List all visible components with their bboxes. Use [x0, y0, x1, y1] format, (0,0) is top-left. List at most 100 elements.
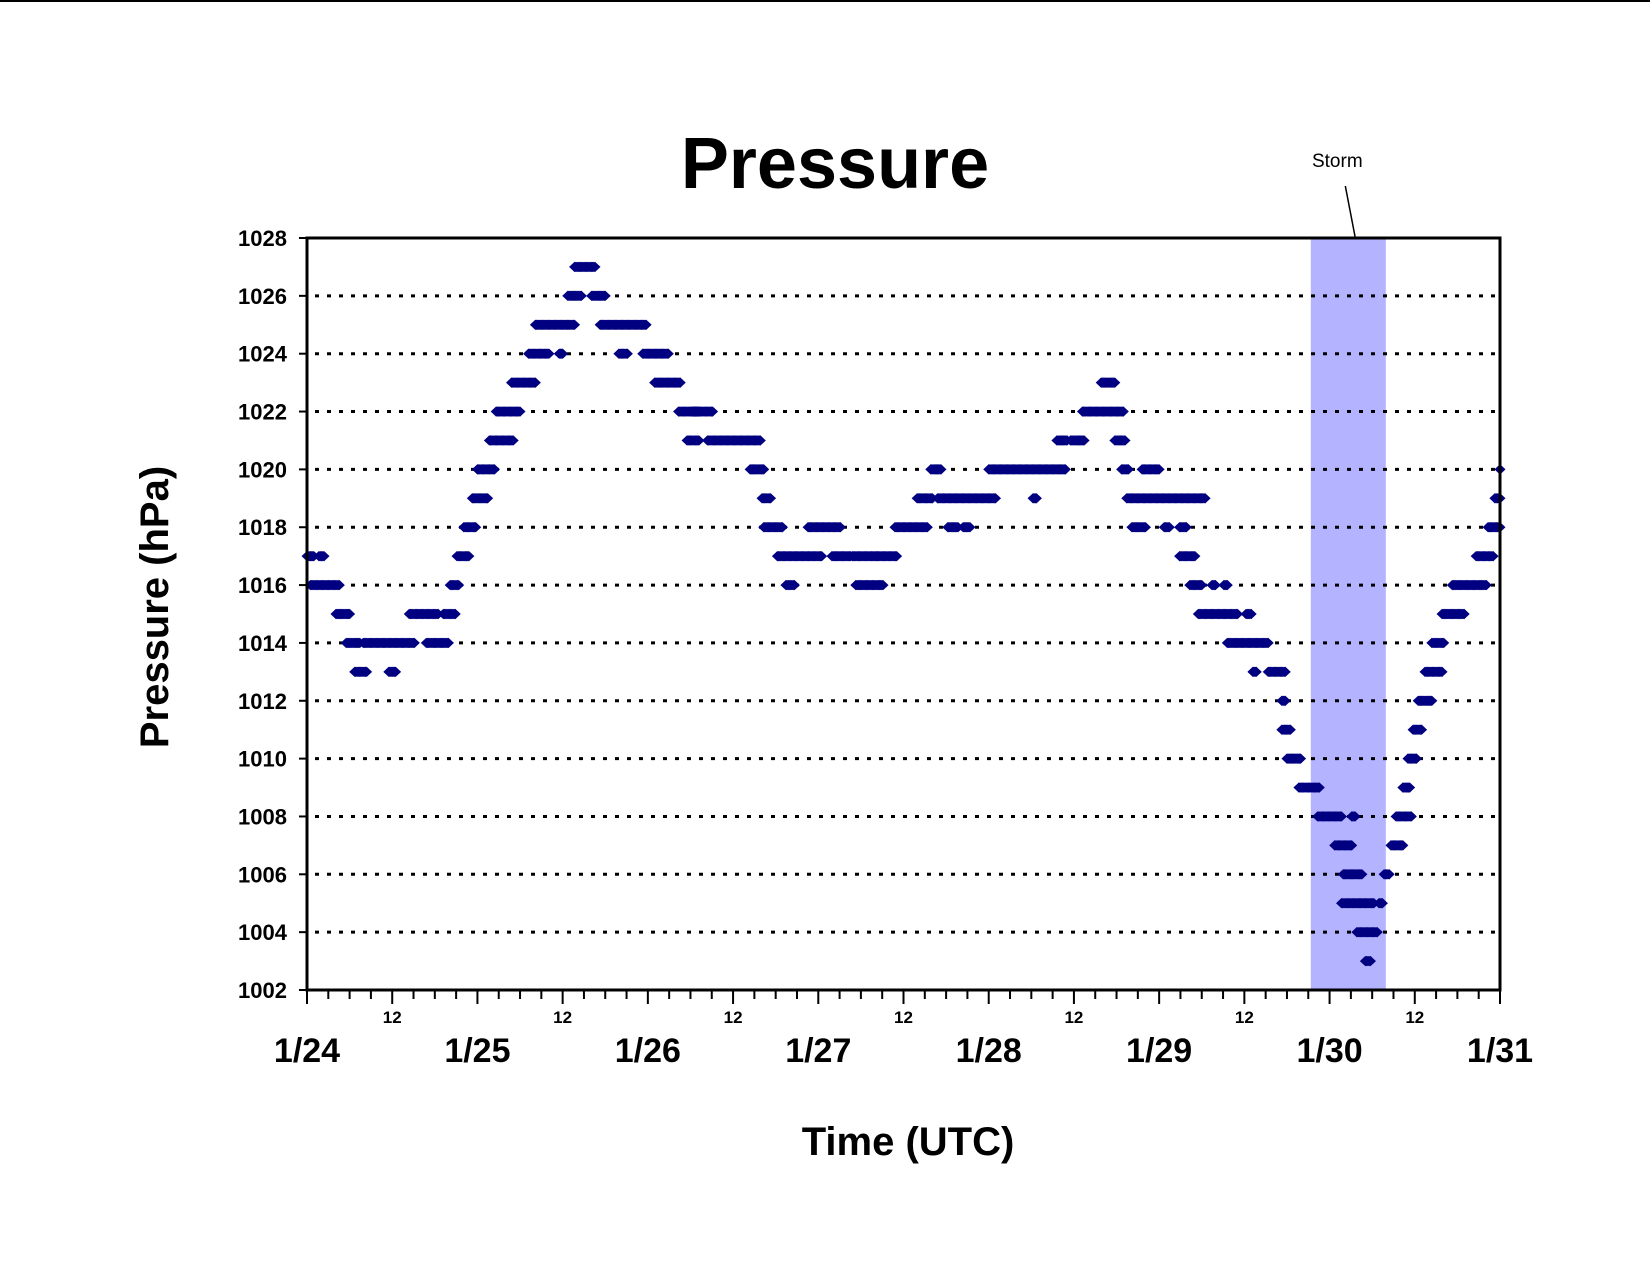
data-point	[589, 261, 601, 273]
x-noon-label: 12	[1405, 1008, 1424, 1027]
data-point	[543, 348, 555, 359]
x-day-label-1-24: 1/24	[274, 1032, 340, 1070]
data-point	[1117, 406, 1129, 417]
data-point	[361, 666, 373, 678]
x-noon-label: 12	[1235, 1008, 1254, 1027]
data-point	[1349, 811, 1361, 822]
data-point	[1284, 724, 1296, 735]
data-point	[758, 464, 770, 475]
data-point	[816, 550, 828, 562]
data-point	[1397, 840, 1409, 851]
data-point	[507, 435, 519, 446]
data-point	[891, 550, 903, 562]
data-point	[1153, 464, 1165, 475]
data-point	[693, 435, 705, 446]
data-point	[1436, 666, 1448, 678]
y-tick-label-1028: 1028	[238, 226, 287, 251]
y-tick-label-1016: 1016	[238, 573, 287, 598]
y-tick-label-1006: 1006	[238, 862, 287, 887]
data-point	[575, 290, 587, 302]
data-point	[408, 637, 420, 649]
data-point	[990, 493, 1002, 504]
x-noon-label: 12	[724, 1008, 743, 1027]
data-point	[1405, 811, 1417, 822]
data-point	[1030, 493, 1042, 504]
data-point	[1458, 608, 1470, 620]
x-day-label-1-25: 1/25	[444, 1032, 510, 1070]
data-point	[599, 290, 611, 302]
plot-frame	[305, 236, 1502, 992]
data-point	[1163, 522, 1175, 533]
y-tick-label-1010: 1010	[238, 747, 287, 772]
x-noon-label: 12	[553, 1008, 572, 1027]
data-point	[1078, 435, 1090, 446]
data-point	[1356, 869, 1368, 880]
x-day-label-1-27: 1/27	[785, 1032, 851, 1070]
data-point	[344, 608, 356, 620]
data-point	[1313, 782, 1325, 793]
data-point	[1487, 550, 1499, 562]
data-point	[776, 522, 788, 533]
y-tick-label-1002: 1002	[238, 978, 287, 1003]
data-point	[1180, 522, 1192, 533]
data-markers	[301, 261, 1506, 967]
y-tick-label-1008: 1008	[238, 804, 287, 829]
y-tick-label-1012: 1012	[238, 689, 287, 714]
data-point	[964, 522, 976, 533]
data-point	[1371, 926, 1383, 938]
data-point	[674, 377, 686, 388]
y-tick-label-1024: 1024	[238, 342, 288, 367]
data-point	[1232, 608, 1244, 620]
y-tick-label-1004: 1004	[238, 920, 288, 945]
y-tick-label-1026: 1026	[238, 284, 287, 309]
data-point	[935, 464, 947, 475]
data-point	[488, 464, 500, 475]
data-point	[921, 522, 933, 533]
x-day-label-1-31: 1/31	[1467, 1032, 1533, 1070]
data-point	[1262, 637, 1274, 649]
data-point	[1209, 579, 1221, 591]
data-point	[1410, 753, 1422, 764]
y-tick-label-1022: 1022	[238, 400, 287, 425]
storm-band	[1310, 238, 1386, 990]
y-tick-label-1018: 1018	[238, 515, 287, 540]
data-point	[788, 579, 800, 591]
data-point	[1119, 435, 1131, 446]
data-point	[1295, 753, 1307, 764]
data-point	[1199, 493, 1211, 504]
x-day-label-1-30: 1/30	[1296, 1032, 1362, 1070]
grid-lines	[315, 294, 1496, 934]
data-point	[333, 579, 345, 591]
data-point	[453, 579, 465, 591]
data-point	[834, 522, 846, 533]
data-point	[1109, 377, 1121, 388]
data-point	[1336, 811, 1348, 822]
data-point	[514, 406, 526, 417]
axis-ticks: 1002 1004 1006 1008 1010 1012 1014 1016 1018 1020…	[238, 226, 1533, 1070]
data-point	[1189, 550, 1201, 562]
data-point	[1140, 522, 1152, 533]
data-point	[1416, 724, 1428, 735]
data-point	[765, 493, 777, 504]
data-point	[1383, 869, 1395, 880]
data-point	[1059, 464, 1071, 475]
data-point	[621, 348, 633, 359]
data-point	[1438, 637, 1450, 649]
data-point	[569, 319, 581, 330]
data-point	[1279, 695, 1291, 706]
storm-annotation-line	[1344, 185, 1357, 239]
data-point	[640, 319, 652, 330]
data-point	[1221, 579, 1233, 591]
data-point	[1279, 666, 1291, 678]
data-point	[390, 666, 402, 678]
data-point	[1245, 608, 1257, 620]
data-point	[1346, 840, 1358, 851]
x-noon-label: 12	[1064, 1008, 1083, 1027]
data-point	[318, 550, 330, 562]
x-day-label-1-29: 1/29	[1126, 1032, 1192, 1070]
data-point	[449, 608, 461, 620]
chart-title: Pressure	[681, 124, 989, 204]
data-point	[1376, 898, 1388, 909]
